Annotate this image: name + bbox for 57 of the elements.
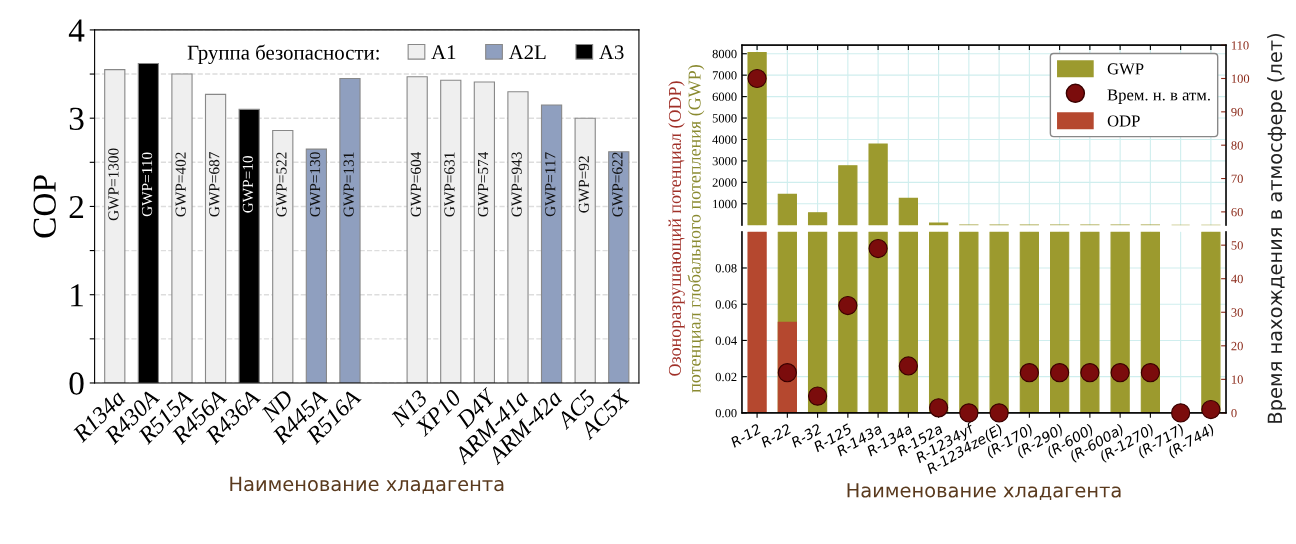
y-tick-label: 0.02 xyxy=(715,372,737,382)
y-tick-label: 0.00 xyxy=(715,408,737,418)
y2-tick-label: 30 xyxy=(1231,308,1243,317)
annotation: GWP=522 xyxy=(276,152,287,217)
y-tick-label: 3 xyxy=(69,107,84,131)
annotation: GWP=574 xyxy=(477,151,489,217)
y-tick-label: 6000 xyxy=(712,92,737,102)
y-tick-label: 1 xyxy=(71,284,83,307)
y2-tick-label: 90 xyxy=(1231,107,1243,117)
y-tick-label: 2000 xyxy=(712,178,737,187)
legend-label: A3 xyxy=(599,45,624,60)
legend-label: Врем. н. в атм. xyxy=(1107,89,1210,104)
y-axis-title: Озоноразрушающий потенциал (ODP) xyxy=(668,81,685,376)
y-axis-title: COP xyxy=(33,175,56,238)
y2-tick-label: 70 xyxy=(1231,174,1243,183)
annotation: GWP=117 xyxy=(545,152,556,217)
y-tick-label: 0.08 xyxy=(715,264,737,273)
y-tick-label: 0.06 xyxy=(715,300,737,309)
annotation: GWP=92 xyxy=(578,156,590,213)
annotation: GWP=402 xyxy=(175,152,186,217)
y2-tick-label: 80 xyxy=(1231,141,1243,150)
y-tick-label: 4 xyxy=(68,19,85,42)
annotation: GWP=943 xyxy=(511,152,522,217)
y2-tick-label: 40 xyxy=(1231,274,1243,284)
annotation: GWP=631 xyxy=(444,152,455,217)
y2-tick-label: 20 xyxy=(1231,341,1243,351)
x-axis-title: Наименование хладагента xyxy=(847,483,1121,500)
y-tick-label: 3000 xyxy=(712,156,737,166)
annotation: GWP=10 xyxy=(242,156,254,213)
annotation: GWP=604 xyxy=(410,151,422,217)
y-axis-title: потенциал глобального потепления (GWP) xyxy=(687,64,705,393)
y2-tick-label: 10 xyxy=(1231,375,1243,384)
legend-label: A1 xyxy=(431,45,456,60)
y2-tick-label: 60 xyxy=(1231,207,1243,217)
y-tick-label: 1000 xyxy=(713,199,737,209)
annotation: GWP=131 xyxy=(343,152,354,217)
y-tick-label: 5000 xyxy=(712,114,737,123)
y2-tick-label: 50 xyxy=(1231,241,1243,250)
x-axis-title: Наименование хладагента xyxy=(230,476,504,494)
y-tick-label: 4000 xyxy=(712,135,737,144)
annotation: GWP=110 xyxy=(141,152,153,217)
y2-axis-title: Время нахождения в атмосфере (лет) xyxy=(1267,33,1286,423)
annotation: GWP=622 xyxy=(612,152,623,217)
annotation: GWP=687 xyxy=(209,152,220,217)
y2-tick-label: 0 xyxy=(1231,408,1237,418)
legend-label: GWP xyxy=(1107,63,1144,75)
y-tick-label: 0.04 xyxy=(715,336,737,345)
legend-label: ODP xyxy=(1107,115,1140,127)
y-tick-label: 7000 xyxy=(712,71,737,80)
y-tick-label: 2 xyxy=(69,195,84,219)
legend-label: A2L xyxy=(508,45,546,60)
legend-title: Группа безопасности: xyxy=(187,44,379,64)
annotation: GWP=1300 xyxy=(108,148,119,221)
y-tick-label: 8000 xyxy=(712,49,737,59)
y2-tick-label: 100 xyxy=(1231,74,1250,83)
y2-tick-label: 110 xyxy=(1231,41,1249,50)
annotation: GWP=130 xyxy=(309,152,321,217)
